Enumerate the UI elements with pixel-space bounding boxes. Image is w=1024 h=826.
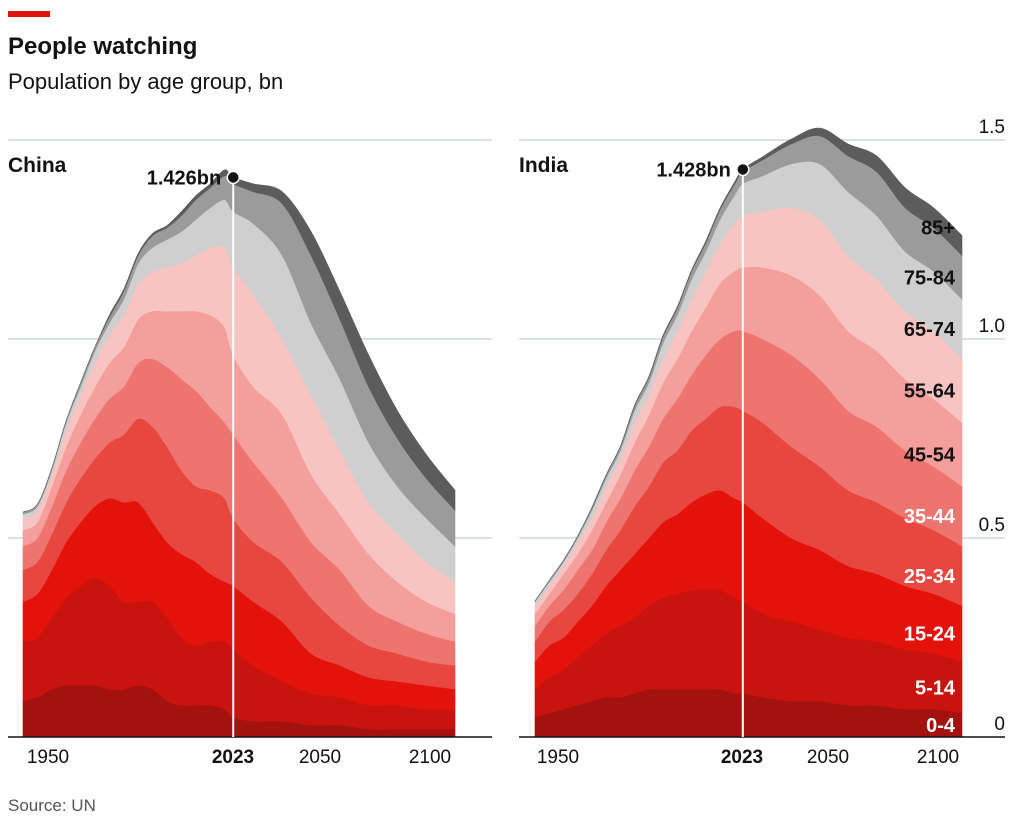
ytick-1: 0.5 — [979, 515, 1005, 536]
china-xtick-2050: 2050 — [299, 747, 341, 768]
ytick-3: 1.5 — [979, 117, 1005, 138]
band-label-35-44: 35-44 — [904, 506, 956, 528]
chart-subtitle: Population by age group, bn — [8, 69, 283, 94]
band-label-5-14: 5-14 — [915, 677, 956, 699]
ytick-0: 0 — [994, 714, 1005, 735]
panels-group: 1.426bn China 1950 2023 2050 2100 1.428bn India… — [8, 117, 1005, 768]
band-label-75-84: 75-84 — [904, 267, 956, 289]
band-label-85plus: 85+ — [921, 218, 955, 240]
india-xtick-1950: 1950 — [537, 747, 579, 768]
china-xtick-2100: 2100 — [409, 747, 451, 768]
india-xtick-2050: 2050 — [807, 747, 849, 768]
band-label-65-74: 65-74 — [904, 319, 956, 341]
china-panel-label: China — [8, 154, 67, 177]
accent-bar — [8, 11, 50, 17]
china-xtick-2023: 2023 — [212, 747, 254, 768]
india-2023-marker-dot — [736, 162, 750, 177]
china-band-85plus — [22, 169, 456, 513]
china-xtick-1950: 1950 — [27, 747, 69, 768]
india-panel-label: India — [519, 154, 568, 177]
band-label-55-64: 55-64 — [904, 381, 956, 403]
china-2023-marker-dot — [226, 170, 240, 185]
band-label-0-4: 0-4 — [926, 715, 956, 737]
india-xtick-2100: 2100 — [917, 747, 959, 768]
band-label-45-54: 45-54 — [904, 444, 956, 466]
band-label-15-24: 15-24 — [904, 624, 956, 646]
india-annotation-label: 1.428bn — [656, 159, 730, 181]
ytick-2: 1.0 — [979, 316, 1005, 337]
india-band-85plus — [534, 127, 963, 602]
band-label-25-34: 25-34 — [904, 566, 956, 588]
source-note: Source: UN — [8, 796, 96, 815]
china-annotation-label: 1.426bn — [147, 167, 221, 189]
india-xtick-2023: 2023 — [721, 747, 763, 768]
chart-title: People watching — [8, 33, 197, 60]
